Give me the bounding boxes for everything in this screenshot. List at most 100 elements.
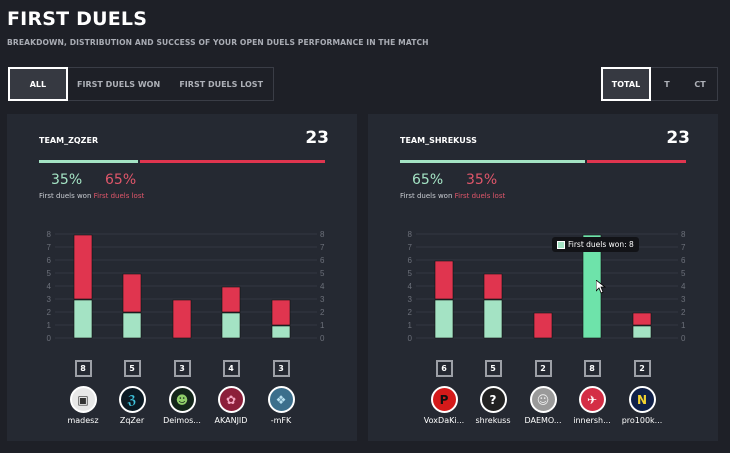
player-avatar[interactable]: ✿: [218, 386, 245, 413]
legend-won[interactable]: First duels won: [400, 192, 452, 200]
legend-lost[interactable]: First duels lost: [94, 192, 145, 200]
y-tick-left: 7: [408, 243, 413, 252]
lost-percentage: 65%: [105, 172, 136, 188]
y-tick-right: 0: [320, 334, 325, 343]
y-tick-left: 0: [408, 334, 413, 343]
legend: First duels won First duels lost: [39, 192, 144, 200]
player-total-badge: 3: [174, 360, 191, 377]
won-percentage: 35%: [51, 172, 82, 188]
player-avatar[interactable]: ✈: [579, 386, 606, 413]
won-percentage: 65%: [412, 172, 443, 188]
bar-lost[interactable]: [222, 287, 240, 312]
bar-lost[interactable]: [633, 313, 651, 325]
chart-svg: 001122334455667788: [7, 224, 357, 349]
player-list: ▣madeszℨZqZer☻Deimos...✿AKANJID❖-mFK: [7, 386, 357, 436]
y-tick-right: 4: [320, 282, 325, 291]
y-tick-right: 8: [320, 230, 325, 239]
player-total-badge: 2: [634, 360, 651, 377]
player-avatar[interactable]: ?: [480, 386, 507, 413]
player-avatar[interactable]: ☻: [169, 386, 196, 413]
bar-won[interactable]: [74, 300, 92, 338]
y-tick-left: 5: [408, 269, 413, 278]
player-avatar[interactable]: P: [431, 386, 458, 413]
player-list: PVoxDaKi...?shrekuss☺DAEMO...✈innersh...…: [368, 386, 718, 436]
y-tick-left: 2: [408, 308, 413, 317]
player-avatar[interactable]: N: [629, 386, 656, 413]
lost-segment: [587, 160, 686, 163]
bar-lost[interactable]: [534, 313, 552, 338]
team-name: TEAM_SHREKUSS: [400, 136, 477, 145]
bar-lost[interactable]: [173, 300, 191, 338]
lost-segment: [140, 160, 325, 163]
bar-lost[interactable]: [123, 274, 141, 312]
side-ct-button[interactable]: CT: [683, 68, 717, 100]
player-total-badge: 8: [75, 360, 92, 377]
player-name[interactable]: pro100k...: [612, 416, 672, 425]
player-item[interactable]: ❖ -mFK: [251, 386, 311, 425]
y-tick-left: 6: [408, 256, 413, 265]
team-name: TEAM_ZQZER: [39, 136, 98, 145]
bar-won[interactable]: [272, 326, 290, 338]
y-tick-right: 6: [681, 256, 686, 265]
y-tick-left: 0: [47, 334, 52, 343]
team-total: 23: [666, 128, 690, 148]
page-subtitle: BREAKDOWN, DISTRIBUTION AND SUCCESS OF Y…: [7, 38, 429, 47]
won-lost-split-bar: [39, 160, 325, 164]
filter-first-duels-won-button[interactable]: FIRST DUELS WON: [68, 68, 170, 100]
y-tick-right: 5: [320, 269, 325, 278]
filter-first-duels-lost-button[interactable]: FIRST DUELS LOST: [169, 68, 273, 100]
lost-percentage: 35%: [466, 172, 497, 188]
bar-won[interactable]: [484, 300, 502, 338]
bar-won[interactable]: [435, 300, 453, 338]
bar-lost[interactable]: [484, 274, 502, 299]
bar-lost[interactable]: [272, 300, 290, 325]
duel-type-filter: ALL FIRST DUELS WON FIRST DUELS LOST: [8, 67, 274, 101]
player-avatar[interactable]: ☺: [530, 386, 557, 413]
player-total-badge: 5: [124, 360, 141, 377]
team-panel-0: TEAM_ZQZER 23 35% 65% First duels won Fi…: [7, 114, 357, 441]
y-tick-right: 5: [681, 269, 686, 278]
team-panel-1: TEAM_SHREKUSS 23 65% 35% First duels won…: [368, 114, 718, 441]
bar-won[interactable]: [633, 326, 651, 338]
y-tick-left: 4: [408, 282, 413, 291]
y-tick-right: 0: [681, 334, 686, 343]
y-tick-left: 5: [47, 269, 52, 278]
won-lost-split-bar: [400, 160, 686, 164]
player-item[interactable]: Npro100k...: [612, 386, 672, 425]
y-tick-right: 3: [320, 295, 325, 304]
side-t-button[interactable]: T: [651, 68, 683, 100]
player-avatar[interactable]: ▣: [70, 386, 97, 413]
y-tick-right: 6: [320, 256, 325, 265]
team-total: 23: [305, 128, 329, 148]
bar-won[interactable]: [222, 313, 240, 338]
player-total-badge: 6: [436, 360, 453, 377]
player-avatar[interactable]: ❖: [268, 386, 295, 413]
mouse-cursor-icon: [596, 280, 606, 294]
y-tick-left: 6: [47, 256, 52, 265]
player-name[interactable]: -mFK: [251, 416, 311, 425]
first-duels-chart: 001122334455667788: [7, 224, 357, 349]
legend-lost[interactable]: First duels lost: [455, 192, 506, 200]
bar-lost[interactable]: [74, 235, 92, 299]
y-tick-right: 1: [681, 321, 686, 330]
legend-won[interactable]: First duels won: [39, 192, 91, 200]
y-tick-left: 3: [47, 295, 52, 304]
y-tick-left: 1: [408, 321, 413, 330]
y-tick-left: 1: [47, 321, 52, 330]
side-total-button[interactable]: TOTAL: [601, 67, 651, 101]
y-tick-left: 2: [47, 308, 52, 317]
y-tick-left: 8: [408, 230, 413, 239]
won-segment: [39, 160, 138, 163]
player-total-badge: 5: [485, 360, 502, 377]
bar-won[interactable]: [123, 313, 141, 338]
tooltip-text: First duels won: 8: [568, 240, 634, 249]
player-avatar[interactable]: ℨ: [119, 386, 146, 413]
y-tick-left: 7: [47, 243, 52, 252]
y-tick-right: 7: [681, 243, 686, 252]
filter-all-button[interactable]: ALL: [8, 67, 68, 101]
player-total-badge: 2: [535, 360, 552, 377]
chart-svg: 001122334455667788: [368, 224, 718, 349]
y-tick-right: 7: [320, 243, 325, 252]
first-duels-chart: 001122334455667788: [368, 224, 718, 349]
bar-lost[interactable]: [435, 261, 453, 299]
